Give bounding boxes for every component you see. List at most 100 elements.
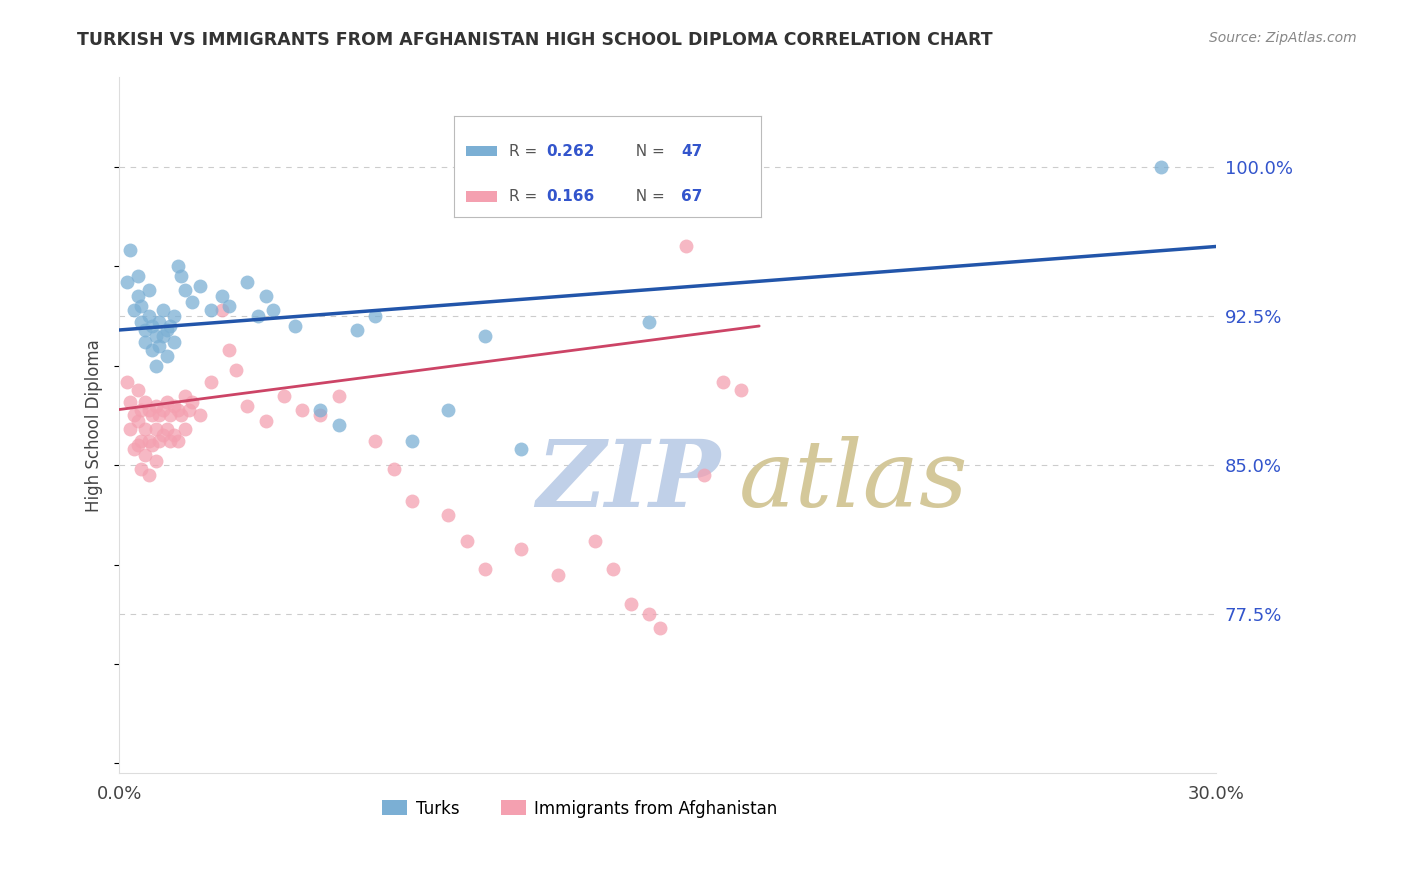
Point (177, 402, 200, 417)
Point (181, 394, 204, 409)
Point (174, 389, 197, 403)
Point (273, 389, 295, 403)
Point (129, 402, 152, 417)
Point (291, 402, 314, 417)
Point (122, 442, 145, 457)
Point (437, 402, 460, 417)
Point (364, 309, 387, 323)
Point (159, 409, 181, 423)
Point (170, 269, 193, 284)
Point (145, 359, 167, 373)
Point (401, 434, 423, 449)
Point (163, 399, 186, 413)
Point (152, 428, 174, 442)
Point (211, 303, 233, 318)
Point (134, 334, 156, 349)
Point (129, 315, 152, 329)
Point (120, 422, 142, 436)
Point (156, 422, 179, 436)
Point (122, 409, 145, 423)
Point (675, 239, 697, 253)
Point (134, 448, 156, 462)
Point (156, 394, 179, 409)
Point (638, 315, 661, 329)
Point (602, 561, 624, 575)
Point (141, 318, 163, 333)
Point (170, 409, 193, 423)
Point (134, 394, 156, 409)
Point (148, 409, 170, 423)
Point (200, 375, 222, 389)
Point (145, 399, 167, 413)
Point (166, 434, 188, 449)
Text: ZIP: ZIP (536, 436, 720, 526)
Point (163, 309, 186, 323)
Point (456, 533, 478, 548)
Y-axis label: High School Diploma: High School Diploma (86, 339, 103, 512)
Text: atlas: atlas (740, 436, 969, 526)
Point (510, 442, 533, 457)
Point (127, 269, 149, 284)
Point (152, 303, 174, 318)
Point (218, 343, 240, 357)
Point (138, 434, 160, 449)
Point (711, 375, 734, 389)
Point (166, 402, 188, 417)
Point (156, 349, 179, 363)
Point (120, 394, 142, 409)
Point (148, 434, 170, 449)
Point (163, 428, 186, 442)
Point (620, 598, 643, 612)
Point (188, 409, 211, 423)
Point (129, 299, 152, 313)
Point (127, 383, 149, 397)
Point (730, 383, 752, 397)
Point (152, 402, 174, 417)
Point (152, 329, 174, 343)
Point (129, 462, 152, 476)
Point (134, 422, 156, 436)
Point (382, 462, 405, 476)
Point (138, 309, 160, 323)
Point (211, 289, 233, 303)
Text: TURKISH VS IMMIGRANTS FROM AFGHANISTAN HIGH SCHOOL DIPLOMA CORRELATION CHART: TURKISH VS IMMIGRANTS FROM AFGHANISTAN H… (77, 31, 993, 49)
Point (127, 414, 149, 428)
Point (188, 279, 211, 293)
Point (638, 607, 661, 622)
Point (254, 414, 277, 428)
Point (254, 289, 277, 303)
Point (309, 409, 332, 423)
Point (115, 275, 138, 289)
Point (328, 389, 350, 403)
Point (145, 422, 167, 436)
Point (583, 533, 606, 548)
Point (262, 303, 284, 318)
Text: Source: ZipAtlas.com: Source: ZipAtlas.com (1209, 31, 1357, 45)
Point (247, 309, 270, 323)
Point (156, 323, 179, 337)
Point (200, 303, 222, 318)
Point (346, 323, 368, 337)
Point (145, 454, 167, 468)
Point (474, 561, 496, 575)
Legend: Turks, Immigrants from Afghanistan: Turks, Immigrants from Afghanistan (375, 793, 785, 824)
Point (145, 329, 167, 343)
Point (122, 303, 145, 318)
Point (174, 422, 197, 436)
Point (650, 621, 672, 635)
Point (693, 468, 716, 483)
Point (141, 409, 163, 423)
Point (115, 375, 138, 389)
Point (547, 567, 569, 582)
Point (159, 434, 181, 449)
Point (510, 541, 533, 556)
Point (141, 438, 163, 452)
Point (138, 283, 160, 297)
Point (120, 244, 142, 258)
Point (236, 399, 259, 413)
Point (181, 295, 204, 310)
Point (174, 283, 197, 297)
Point (166, 260, 188, 274)
Point (364, 434, 387, 449)
Point (236, 275, 259, 289)
